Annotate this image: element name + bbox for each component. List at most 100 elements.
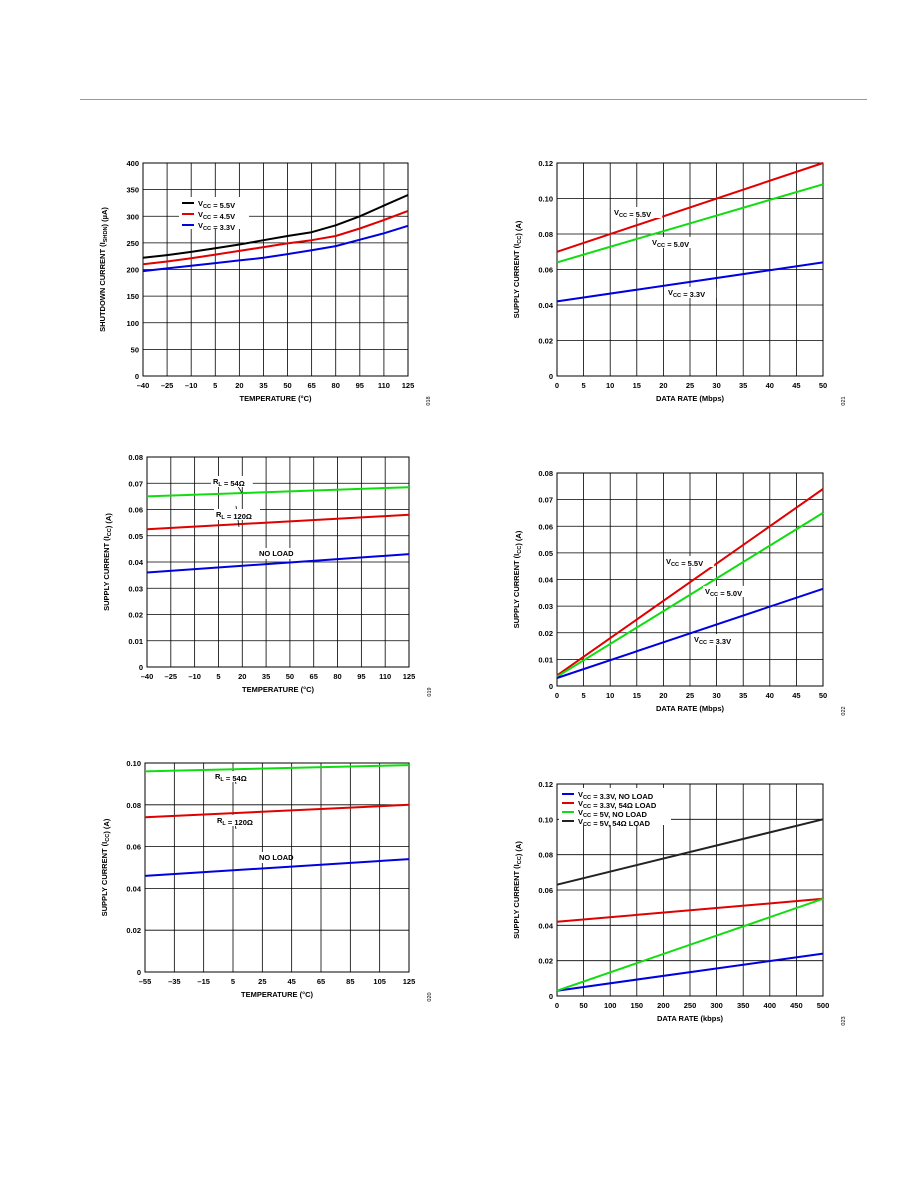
y-tick-label: 0.02 (126, 926, 141, 935)
y-tick-label: 100 (126, 319, 139, 328)
x-tick-label: –40 (141, 672, 154, 681)
annotation-bg (692, 634, 743, 645)
x-tick-label: –15 (197, 977, 210, 986)
annotation-bg (257, 548, 291, 559)
series-line (144, 858, 410, 877)
x-tick-label: 50 (283, 381, 291, 390)
x-tick-label: 35 (259, 381, 267, 390)
x-tick-label: 5 (231, 977, 235, 986)
y-tick-label: 0 (549, 372, 553, 381)
x-tick-label: –25 (165, 672, 178, 681)
x-tick-label: 25 (686, 691, 694, 700)
x-tick-label: 35 (262, 672, 270, 681)
x-tick-label: 100 (604, 1001, 617, 1010)
figure-code: 023 (841, 1016, 847, 1025)
annotation-bg (650, 237, 701, 248)
x-tick-label: 20 (238, 672, 246, 681)
x-tick-label: 50 (819, 691, 827, 700)
y-tick-label: 0.06 (126, 843, 141, 852)
series-line (556, 952, 824, 992)
series-annotation: RL = 120Ω (216, 510, 252, 521)
legend-box (559, 788, 671, 825)
y-axis-label: SHUTDOWN CURRENT (ISHDN) (µA) (98, 207, 109, 332)
y-tick-label: 350 (126, 186, 139, 195)
x-axis-label: DATA RATE (Mbps) (656, 704, 725, 713)
y-tick-label: 0.04 (538, 301, 553, 310)
legend-label: VCC = 5.5V (198, 199, 235, 210)
y-tick-label: 0.04 (126, 884, 141, 893)
y-tick-label: 0.03 (538, 602, 553, 611)
x-tick-label: 0 (555, 691, 559, 700)
chart-supply-current-vs-data-rate-b: 0 5 10 15 20 25 30 35 40 45 50 0 0.01 0.02 0.03 0.04 0.0… (512, 469, 847, 716)
y-tick-label: 0.07 (538, 496, 553, 505)
x-tick-label: –10 (185, 381, 198, 390)
y-tick-label: 250 (126, 239, 139, 248)
y-tick-label: 0.05 (538, 549, 553, 558)
series-line (144, 764, 410, 773)
series-line (556, 261, 824, 303)
y-tick-label: 0 (549, 682, 553, 691)
series-line (556, 897, 824, 992)
x-tick-label: 30 (712, 381, 720, 390)
y-tick-label: 0.04 (538, 921, 553, 930)
series-annotation: VCC = 3.3V (668, 288, 705, 299)
series-line (556, 162, 824, 253)
x-tick-label: 125 (402, 381, 415, 390)
y-tick-label: 200 (126, 266, 139, 275)
x-tick-label: 95 (357, 672, 365, 681)
y-tick-label: 0.01 (538, 655, 553, 664)
y-tick-label: 0.05 (128, 532, 143, 541)
x-tick-label: 400 (764, 1001, 777, 1010)
series-line (556, 897, 824, 923)
annotation-bg (612, 207, 663, 218)
x-tick-label: 105 (373, 977, 386, 986)
y-tick-label: 0.07 (128, 479, 143, 488)
y-axis-label: SUPPLY CURRENT (ICC) (A) (102, 513, 113, 611)
x-tick-label: 15 (633, 691, 641, 700)
x-tick-label: 65 (310, 672, 318, 681)
y-tick-label: 0.06 (128, 506, 143, 515)
x-tick-label: 50 (579, 1001, 587, 1010)
series-annotation: VCC = 5.5V (614, 208, 651, 219)
x-tick-label: 0 (555, 1001, 559, 1010)
y-tick-label: 150 (126, 292, 139, 301)
chart-supply-current-vs-data-rate-kbps: 0 50 100 150 200 250 300 350 400 450 500 0 0.02 0.04 0… (512, 780, 847, 1026)
header-rule (80, 99, 867, 100)
legend-label: VCC = 3.3V (198, 221, 235, 232)
y-tick-label: 0.10 (126, 759, 141, 768)
x-tick-label: 35 (739, 381, 747, 390)
x-axis-label: DATA RATE (kbps) (657, 1014, 723, 1023)
figure-code: 019 (427, 687, 433, 696)
x-axis-label: DATA RATE (Mbps) (656, 394, 725, 403)
x-tick-label: 5 (582, 381, 586, 390)
chart-supply-current-vs-temperature-a: –40 –25 –10 5 20 35 50 65 80 95 110 125 0 0.01 0.02 0.0… (102, 453, 433, 697)
annotation-bg (215, 815, 261, 826)
figure-code: 021 (841, 396, 847, 405)
x-tick-label: 30 (712, 691, 720, 700)
y-tick-label: 0.10 (538, 815, 553, 824)
y-tick-label: 0.10 (538, 195, 553, 204)
x-axis-label: TEMPERATURE (°C) (241, 990, 314, 999)
x-tick-label: 85 (346, 977, 354, 986)
series-line (146, 486, 410, 498)
legend-label: VCC = 3.3V, NO LOAD (578, 790, 654, 801)
x-tick-label: 65 (307, 381, 315, 390)
chart-shutdown-current-vs-temperature: –40 –25 –10 5 20 35 50 65 80 95 110 125 0 50 100 150 200… (98, 159, 432, 406)
y-tick-label: 0.02 (538, 337, 553, 346)
y-tick-label: 0.02 (538, 957, 553, 966)
series-line (556, 818, 824, 886)
series-line (142, 209, 409, 266)
series-line (556, 488, 824, 677)
x-tick-label: 25 (686, 381, 694, 390)
series-annotation: RL = 54Ω (215, 772, 247, 783)
x-tick-label: 0 (555, 381, 559, 390)
series-annotation: VCC = 3.3V (694, 635, 731, 646)
y-axis-label: SUPPLY CURRENT (ICC) (A) (512, 530, 523, 628)
series-annotation: RL = 54Ω (213, 477, 245, 488)
figure-code: 022 (841, 706, 847, 715)
annotation-bg (211, 476, 253, 487)
chart-supply-current-vs-temperature-b: –55 –35 –15 5 25 45 65 85 105 125 0 0.02 0.04 0.06 0.0… (100, 759, 433, 1002)
chart-supply-current-vs-data-rate-a: 0 5 10 15 20 25 30 35 40 45 50 0 0.02 0.04 0.06 0.08 0.1… (512, 159, 847, 406)
x-tick-label: 200 (657, 1001, 670, 1010)
